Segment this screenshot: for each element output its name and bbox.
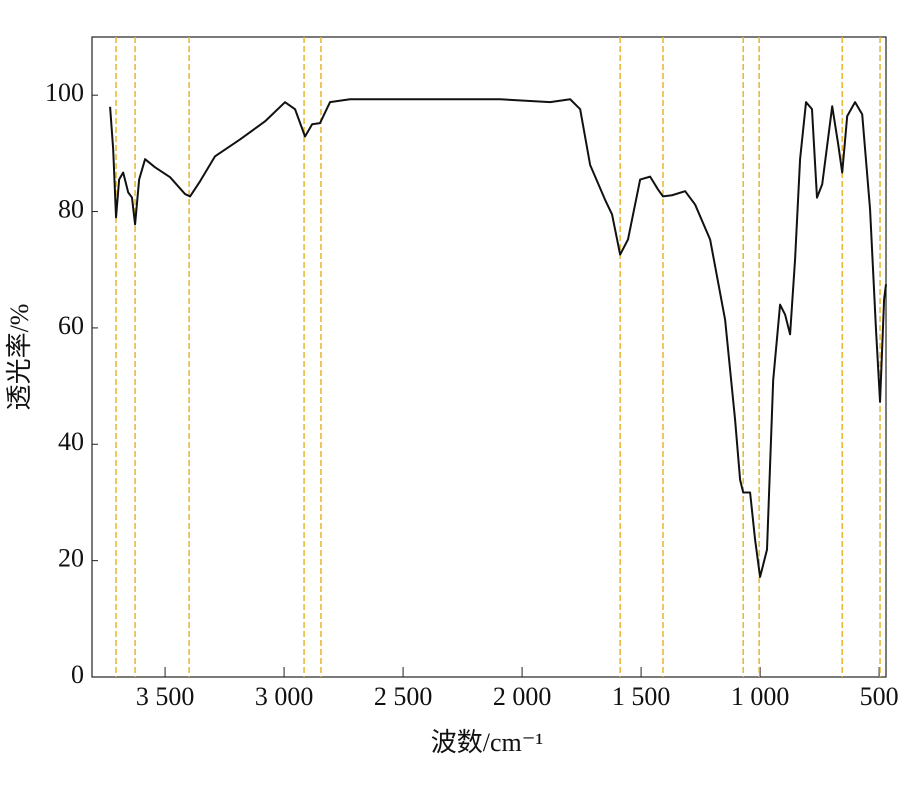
y-tick-label: 20 — [58, 544, 84, 573]
y-tick-label: 80 — [58, 195, 84, 224]
x-tick-label: 1 000 — [731, 682, 790, 711]
spectrum-line — [109, 98, 887, 578]
x-axis-label: 波数/cm⁻¹ — [431, 728, 544, 757]
x-tick-label: 1 500 — [612, 682, 671, 711]
x-tick-label: 2 000 — [493, 682, 552, 711]
y-tick-label: 0 — [71, 660, 84, 689]
x-tick-label: 2 500 — [374, 682, 433, 711]
plot-frame — [91, 36, 887, 678]
y-tick-label: 100 — [45, 78, 84, 107]
y-axis-label: 透光率/% — [5, 304, 34, 411]
x-tick-label: 500 — [860, 682, 899, 711]
y-tick-label: 60 — [58, 311, 84, 340]
x-tick-label: 3 500 — [136, 682, 195, 711]
y-tick-label: 40 — [58, 427, 84, 456]
x-tick-label: 3 000 — [255, 682, 314, 711]
